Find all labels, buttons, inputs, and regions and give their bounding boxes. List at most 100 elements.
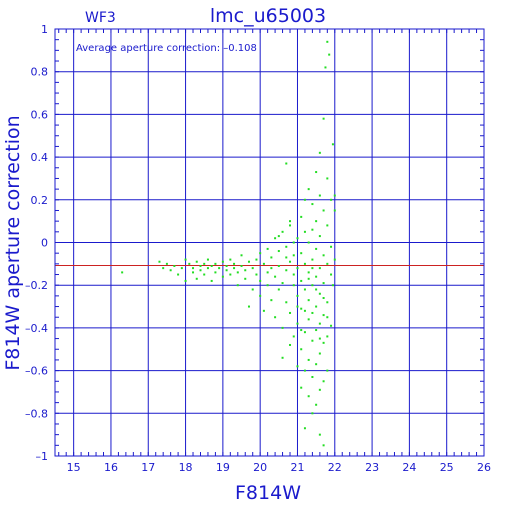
- data-point: [296, 267, 299, 270]
- data-point: [266, 247, 269, 250]
- data-point: [266, 284, 269, 287]
- data-point: [315, 288, 318, 291]
- data-point: [315, 363, 318, 366]
- data-point: [262, 262, 265, 265]
- data-point: [318, 292, 321, 295]
- data-point: [206, 267, 209, 270]
- data-point: [162, 267, 165, 270]
- data-point: [322, 341, 325, 344]
- data-point: [324, 66, 327, 69]
- data-point: [300, 348, 303, 351]
- data-point: [326, 369, 329, 372]
- chart-title: lmc_u65003: [210, 5, 326, 27]
- data-point: [322, 297, 325, 300]
- data-point: [307, 318, 310, 321]
- x-tick-label: 25: [440, 461, 454, 474]
- data-point: [292, 241, 295, 244]
- data-point: [318, 194, 321, 197]
- data-point: [184, 279, 187, 282]
- data-point: [285, 269, 288, 272]
- data-point: [328, 53, 331, 56]
- data-point: [292, 284, 295, 287]
- data-points: [121, 40, 336, 447]
- data-point: [177, 273, 180, 276]
- x-tick-labels: 15 16 17 18 19 20 21 22 23 24 25 26: [67, 461, 491, 474]
- data-point: [296, 237, 299, 240]
- data-point: [225, 264, 228, 267]
- data-point: [307, 299, 310, 302]
- y-tick-label: 1: [41, 23, 48, 36]
- data-point: [281, 356, 284, 359]
- data-point: [214, 271, 217, 274]
- data-point: [326, 262, 329, 265]
- data-point: [303, 331, 306, 334]
- data-point: [266, 271, 269, 274]
- data-point: [318, 151, 321, 154]
- data-point: [218, 267, 221, 270]
- data-point: [292, 273, 295, 276]
- data-point: [326, 301, 329, 304]
- data-point: [281, 230, 284, 233]
- data-point: [259, 252, 262, 255]
- data-point: [277, 264, 280, 267]
- data-point: [192, 267, 195, 270]
- plot-frame: [54, 28, 485, 457]
- data-point: [326, 316, 329, 319]
- data-point: [311, 203, 314, 206]
- data-point: [318, 322, 321, 325]
- x-tick-label: 23: [365, 461, 379, 474]
- x-tick-label: 26: [477, 461, 491, 474]
- y-tick-label: –0.2: [25, 279, 48, 292]
- data-point: [221, 275, 224, 278]
- data-point: [247, 260, 250, 263]
- data-point: [251, 267, 254, 270]
- x-tick-label: 22: [328, 461, 342, 474]
- data-point: [173, 264, 176, 267]
- data-point: [318, 352, 321, 355]
- data-point: [244, 277, 247, 280]
- data-point: [311, 267, 314, 270]
- data-point: [292, 335, 295, 338]
- data-point: [296, 305, 299, 308]
- data-point: [195, 277, 198, 280]
- data-point: [240, 264, 243, 267]
- data-point: [315, 247, 318, 250]
- data-point: [281, 282, 284, 285]
- data-point: [281, 326, 284, 329]
- data-point: [180, 267, 183, 270]
- data-point: [322, 254, 325, 257]
- data-point: [322, 380, 325, 383]
- data-point: [259, 294, 262, 297]
- y-tick-labels: 1 0.8 0.6 0.4 0.2 0 –0.2 –0.4 –0.6 –0.8 –1: [25, 23, 48, 463]
- annotation-average: Average aperture correction: –0.108: [76, 43, 257, 54]
- x-tick-label: 20: [253, 461, 267, 474]
- data-point: [192, 271, 195, 274]
- data-point: [303, 230, 306, 233]
- data-point: [203, 273, 206, 276]
- data-point: [274, 316, 277, 319]
- data-point: [318, 337, 321, 340]
- data-point: [303, 309, 306, 312]
- data-point: [333, 258, 336, 261]
- data-point: [322, 209, 325, 212]
- data-point: [277, 288, 280, 291]
- grid-lines: [55, 28, 485, 457]
- data-point: [303, 198, 306, 201]
- data-point: [199, 264, 202, 267]
- data-point: [333, 209, 336, 212]
- data-point: [255, 258, 258, 261]
- x-tick-label: 16: [104, 461, 118, 474]
- data-point: [158, 260, 161, 263]
- y-tick-label: 0: [41, 237, 48, 250]
- data-point: [262, 309, 265, 312]
- data-point: [330, 273, 333, 276]
- data-point: [315, 305, 318, 308]
- y-tick-label: 0.2: [31, 194, 49, 207]
- data-point: [199, 269, 202, 272]
- y-axis-label: F814W aperture correction: [2, 115, 24, 370]
- data-point: [311, 376, 314, 379]
- data-point: [214, 262, 217, 265]
- data-point: [330, 324, 333, 327]
- data-point: [300, 252, 303, 255]
- data-point: [236, 284, 239, 287]
